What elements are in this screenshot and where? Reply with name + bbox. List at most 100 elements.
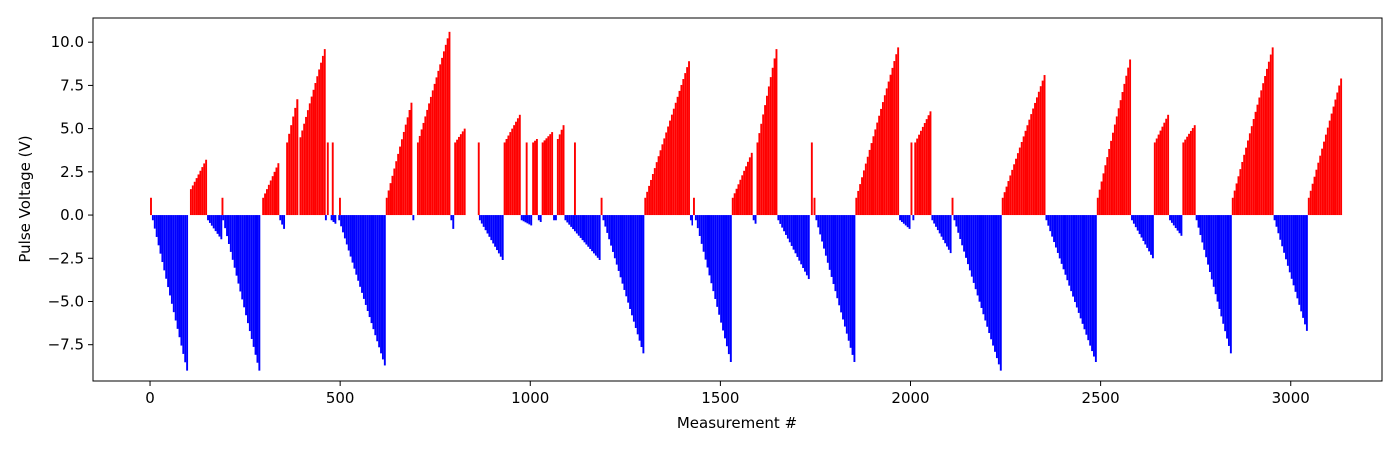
positive-pulse-bar [1020,141,1023,216]
positive-pulse-bar [1032,108,1035,216]
positive-pulse-bar [308,103,311,216]
positive-pulse-bar [1015,158,1017,216]
negative-pulse-bar [1216,215,1219,302]
positive-pulse-bar [456,139,459,216]
positive-pulse-bar [296,99,299,216]
positive-pulse-bar [299,137,302,216]
negative-pulse-bar [1172,215,1175,226]
negative-pulse-bar [537,215,540,221]
positive-pulse-bar [290,125,293,216]
positive-pulse-bar [1254,111,1257,216]
negative-pulse-bar [752,215,755,221]
negative-pulse-bar [583,215,586,243]
positive-pulse-bar [861,177,863,216]
negative-pulse-bar [727,215,730,355]
negative-pulse-bar [226,215,228,237]
negative-pulse-bar [1169,215,1171,221]
negative-pulse-bar [1074,215,1076,303]
positive-pulse-bar [406,117,409,216]
positive-pulse-bar [320,62,322,216]
negative-pulse-bar [528,215,531,225]
positive-pulse-bar [1098,189,1101,216]
negative-pulse-bar [694,215,697,221]
positive-pulse-bar [1307,197,1310,216]
positive-pulse-bar [1317,162,1320,216]
positive-pulse-bar [1163,122,1166,216]
negative-pulse-bar [214,215,217,232]
negative-pulse-bar [1286,215,1289,266]
negative-pulse-bar [972,215,975,283]
negative-pulse-bar [182,215,185,354]
negative-pulse-bar [725,215,728,347]
positive-pulse-bar [1233,190,1236,216]
negative-pulse-bar [572,215,574,230]
negative-pulse-bar [804,215,806,272]
negative-pulse-bar [1081,215,1084,324]
negative-pulse-bar [834,215,837,292]
negative-pulse-bar [366,215,369,311]
negative-pulse-bar [1174,215,1177,229]
negative-pulse-bar [480,215,483,224]
negative-pulse-bar [254,215,257,355]
negative-pulse-bar [826,215,829,263]
positive-pulse-bar [1123,83,1126,216]
positive-pulse-bar [408,110,411,216]
positive-pulse-bar [545,138,548,216]
negative-pulse-bar [790,215,793,246]
positive-pulse-bar [1269,54,1272,216]
negative-pulse-bar [1093,215,1095,357]
axes-frame [92,17,1383,382]
negative-pulse-bar [235,215,238,276]
negative-pulse-bar [1058,215,1061,259]
positive-pulse-bar [1248,133,1251,216]
positive-pulse-bar [655,162,658,216]
positive-pulse-bar [1186,136,1189,216]
negative-pulse-bar [224,215,227,229]
negative-pulse-bar [153,215,156,229]
positive-pulse-bar [1326,127,1329,216]
negative-pulse-bar [450,215,453,221]
negative-pulse-bar [612,215,614,252]
positive-pulse-bar [189,189,192,216]
x-tick-label: 2500 [1082,389,1120,407]
negative-pulse-bar [593,215,595,254]
positive-pulse-bar [1155,138,1158,216]
positive-pulse-bar [868,149,871,216]
negative-pulse-bar [828,215,831,270]
positive-pulse-bar [1117,108,1120,216]
positive-pulse-bar [266,189,268,216]
negative-pulse-bar [585,215,588,245]
positive-pulse-bar [437,70,440,216]
positive-pulse-bar [682,79,685,216]
negative-pulse-bar [1077,215,1080,313]
negative-pulse-bar [819,215,822,235]
negative-pulse-bar [1305,215,1308,331]
negative-pulse-bar [781,215,784,228]
x-tick-label: 0 [145,389,155,407]
positive-pulse-bar [1121,92,1124,216]
positive-pulse-bar [197,174,200,216]
positive-pulse-bar [1245,147,1248,216]
positive-pulse-bar [644,197,647,216]
negative-pulse-bar [606,215,609,233]
negative-pulse-bar [524,215,527,223]
positive-pulse-bar [1338,85,1341,216]
negative-pulse-bar [999,215,1002,371]
positive-pulse-bar [269,180,272,216]
negative-pulse-bar [1091,215,1094,352]
positive-pulse-bar [1323,141,1325,216]
positive-pulse-bar [442,51,445,216]
negative-pulse-bar [1279,215,1282,240]
positive-pulse-bar [929,111,932,216]
positive-pulse-bar [420,129,423,216]
negative-pulse-bar [231,215,234,260]
positive-pulse-bar [458,136,460,216]
positive-pulse-bar [927,115,930,216]
negative-pulse-bar [990,215,993,340]
positive-pulse-bar [312,89,315,216]
positive-pulse-bar [1041,80,1044,216]
negative-pulse-bar [851,215,854,355]
negative-pulse-bar [252,215,255,347]
negative-pulse-bar [1210,215,1213,280]
negative-pulse-bar [704,215,707,260]
